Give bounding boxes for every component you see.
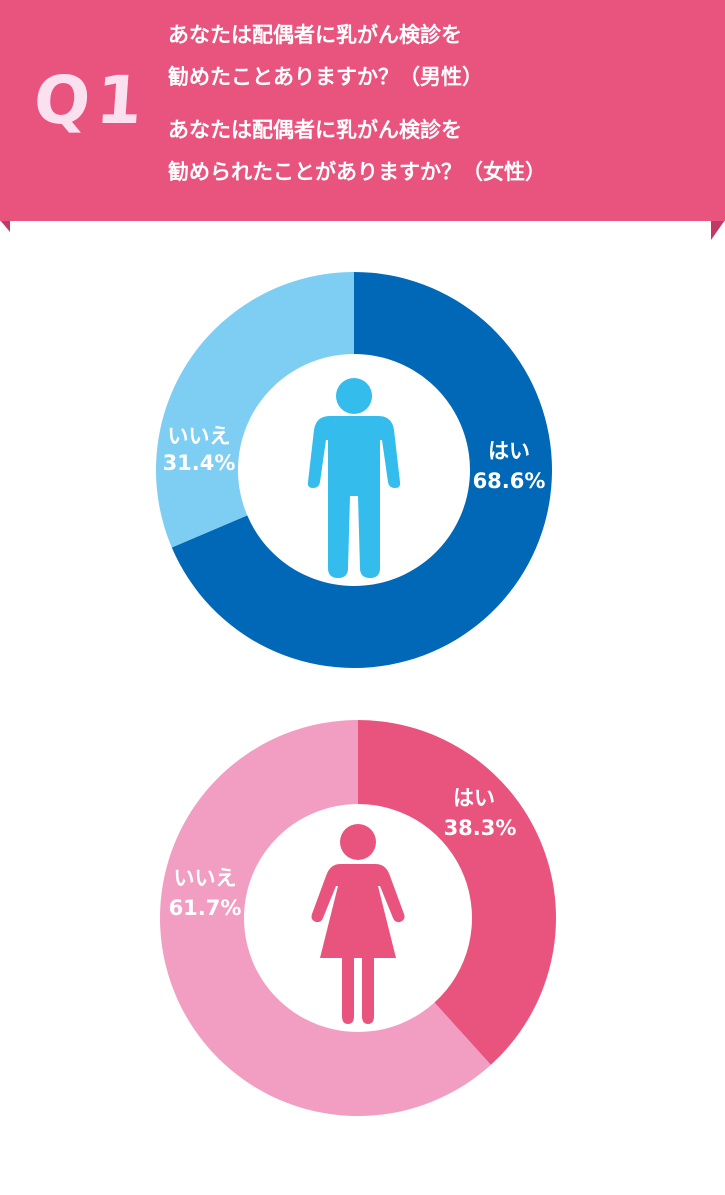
- banner-fold-left: [0, 220, 10, 232]
- banner-fold-right: [711, 220, 725, 240]
- female-yes-label: はい: [453, 786, 495, 810]
- male-slice-yes: [171, 272, 553, 668]
- female-no-value: 61.7%: [169, 896, 242, 920]
- male-yes-value: 68.6%: [473, 469, 546, 493]
- male-donut-chart: はい 68.6% いいえ 31.4%: [156, 272, 553, 668]
- banner-background: [0, 0, 725, 240]
- question-number: Q1: [31, 62, 151, 139]
- female-slice-yes: [358, 720, 556, 1065]
- female-slice-no: [160, 720, 491, 1116]
- female-yes-value: 38.3%: [444, 816, 517, 840]
- male-yes-label: はい: [488, 439, 530, 463]
- female-figure-icon: [311, 824, 405, 1024]
- male-no-value: 31.4%: [163, 451, 236, 475]
- male-slice-no: [156, 272, 354, 548]
- question-line-4: 勧められたことがありますか？（女性）: [168, 160, 546, 184]
- question-line-3: あなたは配偶者に乳がん検診を: [168, 118, 462, 142]
- female-no-label: いいえ: [174, 866, 237, 890]
- female-donut-chart: はい 38.3% いいえ 61.7%: [160, 720, 556, 1116]
- question-banner: Q1 あなたは配偶者に乳がん検診を 勧めたことありますか？（男性） あなたは配偶…: [0, 0, 725, 240]
- question-line-2: 勧めたことありますか？（男性）: [168, 65, 483, 89]
- male-no-label: いいえ: [168, 424, 231, 448]
- male-figure-icon: [307, 378, 401, 578]
- banner-rect: [0, 0, 725, 221]
- question-line-1: あなたは配偶者に乳がん検診を: [168, 23, 462, 47]
